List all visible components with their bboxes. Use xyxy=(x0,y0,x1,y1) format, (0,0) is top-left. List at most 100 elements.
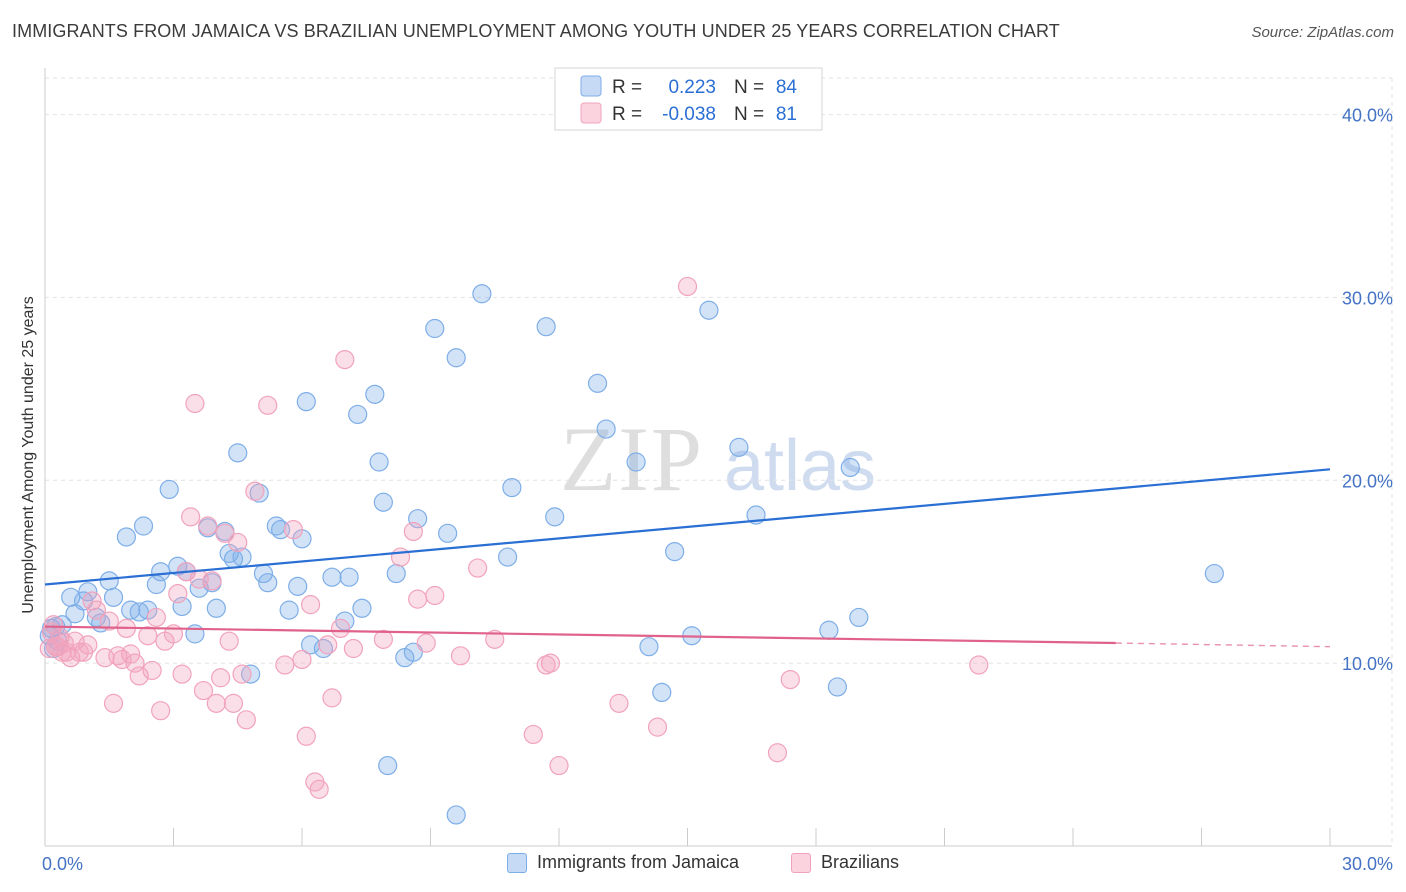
point-brazil xyxy=(540,653,561,673)
point-jamaica xyxy=(296,392,316,412)
point-brazil xyxy=(151,701,171,721)
point-brazil xyxy=(211,668,231,688)
point-brazil xyxy=(146,607,166,628)
trend-lines xyxy=(44,468,1331,648)
point-brazil xyxy=(86,600,107,620)
source-credit: Source: ZipAtlas.com xyxy=(1251,24,1394,41)
point-jamaica xyxy=(386,563,406,584)
point-brazil xyxy=(78,635,98,655)
point-brazil xyxy=(322,688,342,708)
point-brazil xyxy=(485,629,505,649)
point-jamaica xyxy=(408,509,428,529)
point-brazil xyxy=(647,717,668,737)
point-brazil xyxy=(82,591,102,611)
point-brazil xyxy=(969,655,989,675)
trend-line-brazil xyxy=(44,625,1116,645)
legend-r-label-brazil: R = xyxy=(612,104,642,125)
point-brazil xyxy=(125,653,145,673)
point-jamaica xyxy=(352,598,372,618)
point-brazil xyxy=(318,635,338,655)
legend-item-jamaica[interactable]: Immigrants from Jamaica xyxy=(506,852,739,873)
point-brazil xyxy=(138,626,158,646)
point-jamaica xyxy=(665,541,685,562)
point-brazil xyxy=(780,669,800,690)
point-brazil xyxy=(335,350,355,370)
point-jamaica xyxy=(378,755,398,776)
legend-label-jamaica: Immigrants from Jamaica xyxy=(536,852,739,872)
point-brazil xyxy=(193,680,214,701)
point-jamaica xyxy=(151,562,171,582)
point-jamaica xyxy=(348,404,368,425)
series-jamaica xyxy=(39,284,1224,825)
legend-swatch-jamaica xyxy=(580,75,602,97)
point-brazil xyxy=(309,779,329,799)
legend-marker-brazil xyxy=(791,852,811,873)
point-brazil xyxy=(373,629,393,649)
point-brazil xyxy=(168,584,188,604)
series-brazil xyxy=(39,276,989,799)
y-axis-title: Unemployment Among Youth under 25 years xyxy=(20,296,37,614)
point-brazil xyxy=(296,726,316,746)
point-jamaica xyxy=(498,547,518,567)
grid-lines xyxy=(45,77,1392,664)
point-jamaica xyxy=(279,600,299,620)
legend-marker-jamaica xyxy=(506,852,527,873)
point-jamaica xyxy=(103,587,124,607)
legend-item-brazil[interactable]: Brazilians xyxy=(791,852,899,873)
point-brazil xyxy=(223,693,244,713)
chart-title: IMMIGRANTS FROM JAMAICA VS BRAZILIAN UNE… xyxy=(12,21,1060,41)
point-brazil xyxy=(416,633,436,653)
point-brazil xyxy=(142,660,162,681)
legend-r-label-jamaica: R = xyxy=(612,77,642,98)
point-jamaica xyxy=(587,373,608,393)
point-jamaica xyxy=(438,523,458,543)
point-jamaica xyxy=(699,300,719,320)
point-brazil xyxy=(468,558,488,578)
point-jamaica xyxy=(729,437,749,457)
point-jamaica xyxy=(369,452,389,472)
point-brazil xyxy=(343,638,363,659)
point-jamaica xyxy=(827,677,848,697)
watermark-atlas: atlas xyxy=(724,426,876,506)
point-brazil xyxy=(46,637,66,657)
point-brazil xyxy=(283,520,304,540)
point-brazil xyxy=(425,585,445,606)
point-jamaica xyxy=(1204,563,1224,584)
point-jamaica xyxy=(228,443,248,463)
y-tick-label: 40.0% xyxy=(1342,106,1393,126)
correlation-legend: R = 0.223 N = 84 R = -0.038 N = 81 xyxy=(554,67,823,131)
point-jamaica xyxy=(425,318,445,339)
legend-n-label-brazil: N = xyxy=(734,104,764,125)
point-brazil xyxy=(172,664,192,684)
point-brazil xyxy=(450,646,471,666)
point-brazil xyxy=(103,693,124,713)
point-brazil xyxy=(99,611,119,631)
trend-line-jamaica xyxy=(44,468,1331,586)
point-brazil xyxy=(549,755,569,776)
x-tick-labels: 0.0% 30.0% xyxy=(42,854,1393,874)
point-jamaica xyxy=(626,452,646,472)
point-brazil xyxy=(185,393,205,414)
x-tick-label-max: 30.0% xyxy=(1342,854,1393,874)
y-tick-label: 30.0% xyxy=(1342,288,1393,308)
point-brazil xyxy=(390,547,411,567)
point-jamaica xyxy=(258,573,278,593)
x-tick-label-min: 0.0% xyxy=(42,854,83,874)
legend-n-value-brazil: 81 xyxy=(776,104,797,125)
point-jamaica xyxy=(373,492,393,512)
point-brazil xyxy=(232,664,252,684)
series-legend: Immigrants from Jamaica Brazilians xyxy=(0,852,1406,873)
legend-swatch-brazil xyxy=(580,102,602,124)
point-jamaica xyxy=(322,567,342,587)
y-tick-label: 20.0% xyxy=(1342,471,1393,491)
point-brazil xyxy=(300,595,321,615)
point-jamaica xyxy=(502,478,522,498)
point-brazil xyxy=(181,507,201,527)
point-jamaica xyxy=(365,384,385,404)
point-brazil xyxy=(292,649,312,670)
point-brazil xyxy=(408,589,428,609)
legend-n-label-jamaica: N = xyxy=(734,77,764,98)
point-brazil xyxy=(121,644,141,664)
point-jamaica xyxy=(116,527,136,547)
